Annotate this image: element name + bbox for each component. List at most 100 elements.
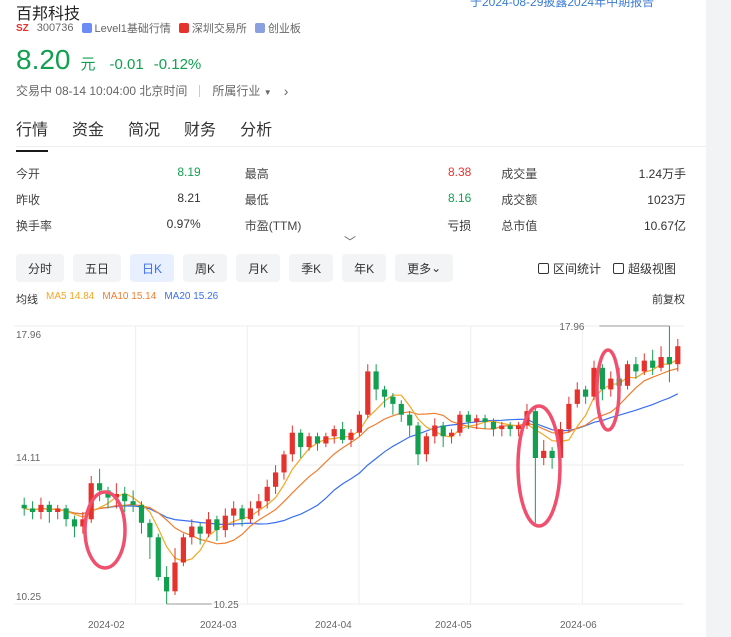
max-annotation-label: 17.96: [559, 322, 584, 333]
exchange-label: 深圳交易所: [191, 23, 247, 35]
candle-body: [457, 414, 463, 433]
candle-body: [273, 472, 279, 487]
candle-body: [507, 425, 513, 430]
stat-cell: 总市值 10.67亿: [501, 217, 686, 234]
candle-body: [490, 421, 497, 430]
period-label: 月K: [248, 261, 269, 276]
period-selector: 分时 五日 日K 周K 月K 季K 年K 更多 ⌄: [16, 254, 454, 282]
candle-body: [415, 425, 421, 455]
tab-analysis[interactable]: 分析: [240, 122, 273, 139]
period-label: 更多: [407, 261, 432, 276]
ma20-value: MA20 15.26: [164, 291, 219, 302]
adjust-toggle[interactable]: 前复权: [652, 294, 685, 306]
stat-label: 最高: [244, 166, 269, 181]
candle-body: [30, 508, 36, 512]
stock-meta-row: SZ 300736 Level1基础行情 深圳交易所 创业板: [16, 20, 301, 36]
board-label: 创业板: [267, 23, 301, 35]
industry-dropdown[interactable]: 所属行业 ▼: [212, 82, 271, 99]
super-view-icon: [613, 263, 625, 274]
ma-label: 均线: [16, 294, 38, 306]
candle-body: [348, 432, 354, 440]
stat-label: 昨收: [16, 192, 41, 207]
stat-label: 最低: [244, 192, 269, 207]
exchange-tag[interactable]: 深圳交易所: [178, 20, 247, 36]
range-stats-button[interactable]: 区间统计: [538, 260, 601, 277]
period-button[interactable]: 分时: [16, 254, 65, 282]
period-button[interactable]: 周K: [183, 254, 228, 282]
tab-quote[interactable]: 行情: [16, 116, 49, 152]
period-button[interactable]: 年K: [342, 254, 387, 282]
range-stats-label: 区间统计: [553, 262, 602, 276]
candle-body: [55, 508, 61, 512]
stat-label: 成交量: [501, 166, 538, 181]
stat-cell: 市盈(TTM) 亏损: [245, 217, 472, 234]
candle-body: [423, 436, 429, 455]
stat-cell: 最低 8.16: [245, 191, 472, 208]
period-button[interactable]: 更多 ⌄: [395, 254, 454, 282]
stat-value: 8.21: [177, 190, 201, 205]
stat-value: 8.38: [447, 164, 472, 179]
stats-row: 昨收 8.21 最低 8.16 成交额 1023万: [16, 186, 686, 212]
stat-cell: 换手率 0.97%: [16, 217, 201, 234]
super-view-label: 超级视图: [628, 262, 677, 276]
candle-body: [557, 429, 564, 458]
period-button[interactable]: 日K: [130, 254, 175, 282]
stat-label: 成交额: [501, 192, 538, 207]
main-tabs: 行情 资金 简况 财务 分析: [16, 116, 273, 152]
highlight-ellipse: [595, 348, 621, 432]
stat-value: 8.16: [447, 190, 472, 205]
candle-body: [323, 436, 329, 444]
kline-chart[interactable]: 17.96 14.11 10.25 2024-02 2024-03 2024-04 2024…: [0, 310, 706, 637]
highlight-ellipse: [516, 404, 562, 528]
candle-body: [532, 411, 538, 458]
level1-label: Level1基础行情: [94, 23, 171, 35]
candle-body: [97, 483, 103, 491]
chevron-right-icon[interactable]: ›: [283, 82, 289, 99]
price-change: -0.01: [109, 56, 144, 73]
candle-body: [180, 537, 186, 563]
ma5-value: MA5 14.84: [46, 291, 95, 302]
candle-body: [641, 360, 647, 372]
candle-body: [373, 371, 379, 390]
candle-body: [356, 414, 362, 433]
candle-body: [633, 364, 639, 372]
candle-body: [650, 360, 656, 368]
stats-row: 换手率 0.97% 市盈(TTM) 亏损 总市值 10.67亿: [16, 212, 686, 238]
tab-finance[interactable]: 财务: [184, 122, 217, 139]
tab-funds[interactable]: 资金: [72, 122, 105, 139]
candle-body: [516, 425, 522, 430]
stat-cell: 成交额 1023万: [501, 191, 686, 208]
tab-profile[interactable]: 简况: [128, 122, 161, 139]
x-tick-label: 2024-03: [200, 620, 237, 631]
candle-body: [432, 425, 438, 437]
candle-body: [440, 425, 446, 437]
period-label: 周K: [195, 261, 216, 276]
period-label: 五日: [85, 261, 110, 276]
more-chevron-icon: ⌄: [431, 261, 442, 275]
stat-value: 8.19: [177, 164, 201, 179]
period-button[interactable]: 月K: [236, 254, 281, 282]
candle-body: [449, 432, 455, 437]
stat-label: 市盈(TTM): [244, 218, 302, 233]
candle-body: [340, 429, 346, 440]
stat-value: 1.24万手: [638, 166, 686, 181]
report-notice-link[interactable]: 于2024-08-29披露2024年中期报告: [470, 0, 655, 9]
stat-cell: 昨收 8.21: [16, 191, 201, 208]
tabs-divider: [16, 146, 706, 147]
super-view-button[interactable]: 超级视图: [613, 260, 676, 277]
candle-body: [499, 425, 505, 430]
candle-body: [214, 519, 220, 531]
ma5-line: [24, 358, 679, 562]
stat-cell: 今开 8.19: [16, 165, 201, 182]
board-tag[interactable]: 创业板: [254, 20, 301, 36]
period-label: 日K: [142, 261, 163, 276]
period-button[interactable]: 五日: [73, 254, 122, 282]
candle-body: [231, 508, 237, 516]
candle-body: [675, 346, 681, 365]
expand-chevron-icon[interactable]: ﹀: [344, 235, 357, 249]
period-button[interactable]: 季K: [289, 254, 334, 282]
ma10-value: MA10 15.14: [102, 291, 157, 302]
level1-tag[interactable]: Level1基础行情: [81, 20, 171, 36]
candle-body: [281, 454, 287, 473]
stat-cell: 最高 8.38: [245, 165, 472, 182]
